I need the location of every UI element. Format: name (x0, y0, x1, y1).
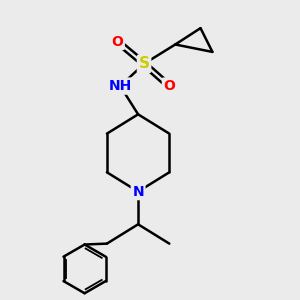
Text: N: N (132, 184, 144, 199)
Text: O: O (164, 79, 175, 93)
Text: S: S (139, 56, 150, 71)
Text: O: O (111, 34, 123, 49)
Text: NH: NH (109, 79, 132, 93)
